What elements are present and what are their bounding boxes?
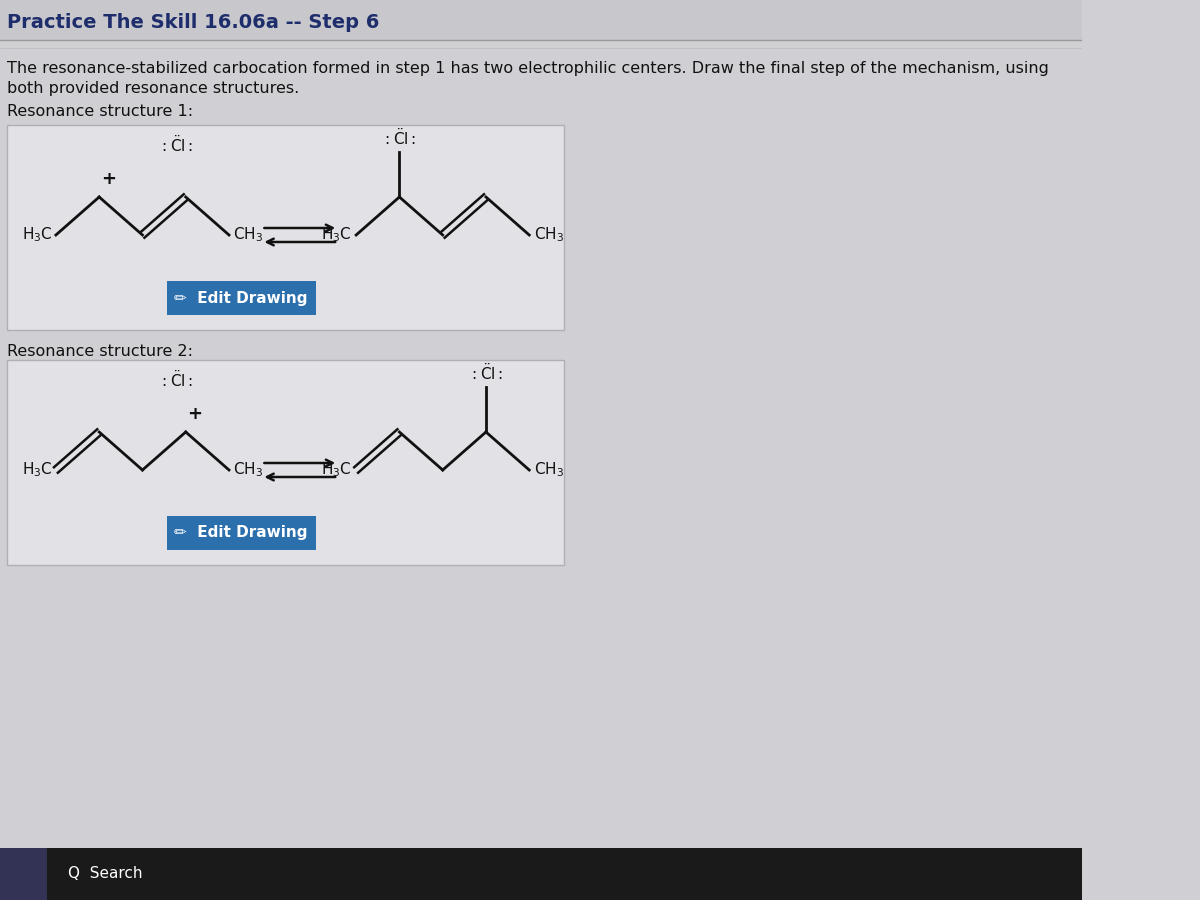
Text: Q  Search: Q Search	[67, 867, 142, 881]
Text: $\mathsf{CH_3}$: $\mathsf{CH_3}$	[534, 461, 564, 480]
Text: $\mathsf{:\ddot{C}l:}$: $\mathsf{:\ddot{C}l:}$	[383, 128, 416, 148]
Text: $\mathsf{:\ddot{C}l:}$: $\mathsf{:\ddot{C}l:}$	[158, 370, 193, 391]
Text: $\mathsf{CH_3}$: $\mathsf{CH_3}$	[534, 226, 564, 245]
Text: Resonance structure 2:: Resonance structure 2:	[7, 345, 193, 359]
Text: $\mathsf{H_3C}$: $\mathsf{H_3C}$	[320, 461, 352, 480]
Bar	[0, 848, 47, 900]
Text: $\mathsf{:\ddot{C}l:}$: $\mathsf{:\ddot{C}l:}$	[158, 134, 193, 156]
Bar	[167, 281, 316, 315]
Text: Resonance structure 1:: Resonance structure 1:	[7, 104, 193, 120]
Text: $\mathsf{CH_3}$: $\mathsf{CH_3}$	[233, 226, 263, 245]
Text: +: +	[101, 170, 115, 188]
Text: Practice The Skill 16.06a -- Step 6: Practice The Skill 16.06a -- Step 6	[7, 14, 379, 32]
Bar	[7, 360, 564, 565]
Bar	[167, 516, 316, 550]
Bar	[7, 125, 564, 330]
Text: $\mathsf{CH_3}$: $\mathsf{CH_3}$	[233, 461, 263, 480]
Text: The resonance-stabilized carbocation formed in step 1 has two electrophilic cent: The resonance-stabilized carbocation for…	[7, 60, 1049, 76]
Text: ✏  Edit Drawing: ✏ Edit Drawing	[174, 291, 308, 305]
Text: ✏  Edit Drawing: ✏ Edit Drawing	[174, 526, 308, 541]
Text: $\mathsf{:\ddot{C}l:}$: $\mathsf{:\ddot{C}l:}$	[469, 363, 503, 383]
Text: $\mathsf{H_3C}$: $\mathsf{H_3C}$	[22, 461, 53, 480]
Text: +: +	[187, 405, 203, 423]
Text: $\mathsf{H_3C}$: $\mathsf{H_3C}$	[22, 226, 53, 245]
Text: $\mathsf{H_3C}$: $\mathsf{H_3C}$	[320, 226, 352, 245]
Bar	[0, 848, 1082, 900]
Bar	[0, 0, 1082, 40]
Text: both provided resonance structures.: both provided resonance structures.	[7, 80, 300, 95]
